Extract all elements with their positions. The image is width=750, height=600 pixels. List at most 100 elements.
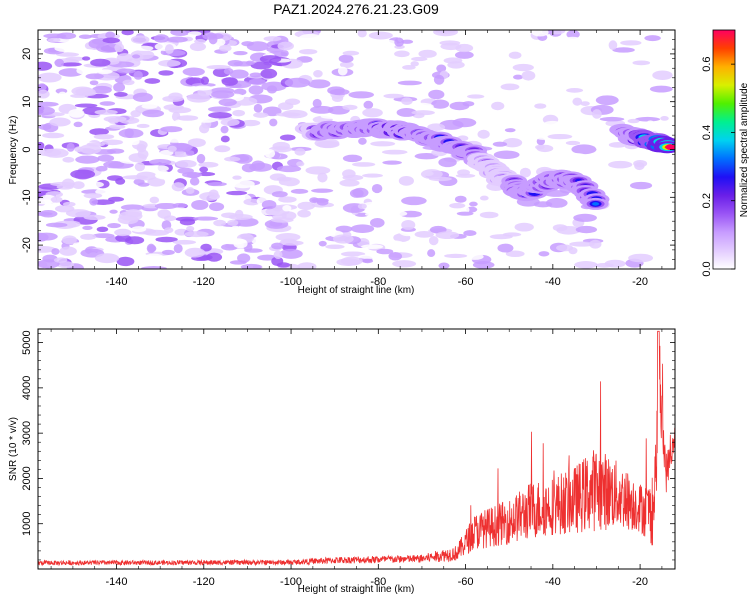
noise-blob xyxy=(102,37,120,44)
noise-blob xyxy=(224,156,241,162)
noise-blob xyxy=(566,88,584,93)
noise-blob xyxy=(233,51,248,56)
noise-blob xyxy=(298,48,318,55)
noise-blob xyxy=(95,165,108,172)
noise-blob xyxy=(278,102,294,111)
colorbar-tick-label: 0.2 xyxy=(701,193,713,208)
noise-blob xyxy=(143,229,170,236)
noise-blob xyxy=(410,61,419,67)
noise-blob xyxy=(93,133,115,140)
noise-blob xyxy=(38,83,47,92)
noise-blob xyxy=(427,249,436,257)
noise-blob xyxy=(80,233,97,240)
noise-blob xyxy=(436,64,447,73)
noise-blob xyxy=(357,30,367,38)
noise-blob xyxy=(401,39,414,44)
noise-blob xyxy=(79,144,102,155)
noise-blob xyxy=(38,106,55,116)
noise-blob xyxy=(78,34,92,39)
noise-blob xyxy=(221,77,238,86)
noise-blob xyxy=(200,76,210,85)
noise-blob xyxy=(38,160,47,169)
noise-blob xyxy=(279,134,296,141)
colorbar-tick-label: 0.6 xyxy=(701,56,713,71)
x-tick-label: -20 xyxy=(632,276,648,288)
noise-blob xyxy=(556,160,582,171)
noise-blob xyxy=(63,201,76,207)
noise-blob xyxy=(130,110,141,118)
noise-blob xyxy=(160,126,183,133)
noise-blob xyxy=(253,103,263,113)
noise-blob xyxy=(59,246,77,256)
noise-blob xyxy=(199,123,210,134)
noise-blob xyxy=(120,204,145,211)
noise-blob xyxy=(38,259,60,269)
noise-blob xyxy=(358,254,379,259)
noise-blob xyxy=(191,82,216,88)
noise-blob xyxy=(109,209,118,214)
x-tick: -140 xyxy=(106,30,128,288)
x-tick: -60 xyxy=(458,329,474,588)
noise-blob xyxy=(99,101,116,106)
noise-blob xyxy=(381,149,408,155)
noise-blob xyxy=(68,108,85,118)
noise-blob xyxy=(316,198,329,206)
noise-blob xyxy=(89,181,104,188)
y-tick-label: 4000 xyxy=(21,376,33,400)
x-tick-label: -100 xyxy=(280,276,302,288)
noise-blob xyxy=(420,169,443,180)
noise-blob xyxy=(114,228,132,237)
noise-blob xyxy=(94,253,120,264)
x-tick-label: -80 xyxy=(370,276,386,288)
noise-blob xyxy=(253,112,269,118)
noise-blob xyxy=(401,97,413,106)
noise-blob xyxy=(444,253,468,259)
noise-blob xyxy=(571,144,597,155)
noise-blob xyxy=(191,199,209,210)
noise-blob xyxy=(168,106,192,114)
y-tick-label: 1000 xyxy=(21,511,33,535)
noise-blob xyxy=(161,78,178,89)
noise-blob xyxy=(396,108,417,117)
noise-blob xyxy=(264,148,276,158)
snr-y-label: SNR (10 * v/v) xyxy=(8,417,19,481)
noise-blob xyxy=(76,66,90,75)
noise-blob xyxy=(263,36,282,42)
noise-blob xyxy=(83,214,106,221)
noise-blob xyxy=(361,201,381,211)
noise-blob xyxy=(157,209,172,219)
noise-blob xyxy=(597,61,606,70)
noise-blob xyxy=(313,70,323,78)
noise-blob xyxy=(382,160,402,165)
background-noise-blobs xyxy=(38,30,675,269)
noise-blob xyxy=(131,54,141,59)
noise-blob xyxy=(307,79,331,89)
colorbar-label: Normalized spectral amplitude xyxy=(739,82,750,217)
noise-blob xyxy=(182,67,205,77)
noise-blob xyxy=(352,162,376,167)
x-tick: -140 xyxy=(106,329,128,588)
noise-blob xyxy=(57,91,68,100)
noise-blob xyxy=(38,232,49,242)
x-tick: -20 xyxy=(632,329,648,588)
noise-blob xyxy=(220,135,230,143)
noise-blob xyxy=(575,225,598,234)
noise-blob xyxy=(443,57,463,64)
noise-blob xyxy=(361,244,384,250)
noise-blob xyxy=(101,139,124,146)
noise-blob xyxy=(608,142,627,148)
noise-blob xyxy=(512,63,534,72)
spectrogram-x-label: Height of straight line (km) xyxy=(298,285,415,296)
noise-blob xyxy=(64,220,81,228)
noise-blob xyxy=(113,82,126,93)
noise-blob xyxy=(266,85,278,94)
noise-blob xyxy=(449,202,466,209)
noise-blob xyxy=(280,50,289,57)
noise-blob xyxy=(141,266,167,269)
noise-blob xyxy=(175,159,197,168)
noise-blob xyxy=(143,253,165,262)
noise-blob xyxy=(153,34,169,43)
noise-blob xyxy=(569,241,595,247)
noise-blob xyxy=(335,225,353,233)
noise-blob xyxy=(519,167,531,178)
